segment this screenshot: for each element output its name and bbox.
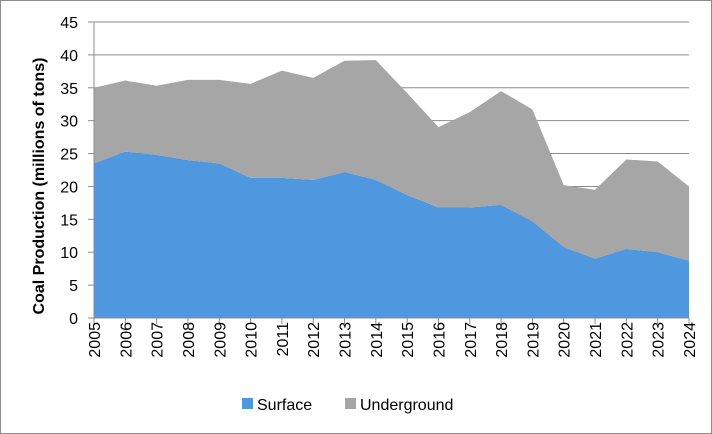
legend-label: Surface bbox=[257, 397, 312, 414]
y-tick-labels: 0 5 10 15 20 25 30 35 40 45 bbox=[60, 15, 78, 328]
legend-item-surface: Surface bbox=[242, 397, 312, 414]
x-tick-label: 2011 bbox=[275, 322, 292, 357]
legend: Surface Underground bbox=[242, 397, 453, 414]
legend-swatch bbox=[345, 398, 356, 409]
x-tick-label: 2016 bbox=[431, 322, 448, 358]
x-tick-label: 2015 bbox=[400, 322, 417, 358]
axes bbox=[88, 21, 690, 324]
x-tick-label: 2017 bbox=[463, 322, 480, 358]
area-series bbox=[94, 60, 689, 318]
x-tick-label: 2006 bbox=[118, 322, 135, 358]
y-tick-label: 0 bbox=[69, 311, 78, 328]
x-tick-label: 2007 bbox=[150, 322, 167, 358]
y-axis-label: Coal Production (millions of tons) bbox=[31, 58, 48, 315]
x-tick-label: 2012 bbox=[306, 322, 323, 358]
x-tick-label: 2024 bbox=[682, 322, 699, 358]
legend-item-underground: Underground bbox=[345, 397, 453, 414]
x-tick-label: 2014 bbox=[369, 322, 386, 358]
y-tick-label: 40 bbox=[60, 48, 78, 65]
x-tick-label: 2019 bbox=[525, 322, 542, 358]
y-tick-label: 45 bbox=[60, 15, 78, 32]
x-tick-label: 2005 bbox=[87, 322, 104, 358]
x-tick-label: 2022 bbox=[619, 322, 636, 358]
y-tick-label: 35 bbox=[60, 81, 78, 98]
x-tick-label: 2020 bbox=[557, 322, 574, 358]
x-tick-label: 2010 bbox=[244, 322, 261, 358]
x-tick-label: 2009 bbox=[212, 322, 229, 358]
x-tick-label: 2021 bbox=[588, 322, 605, 358]
area-surface bbox=[94, 151, 689, 318]
x-tick-label: 2013 bbox=[338, 322, 355, 358]
y-tick-label: 15 bbox=[60, 212, 78, 229]
x-tick-label: 2008 bbox=[181, 322, 198, 358]
y-tick-label: 25 bbox=[60, 147, 78, 164]
area-underground bbox=[94, 60, 689, 261]
y-tick-label: 10 bbox=[60, 245, 78, 262]
legend-swatch bbox=[242, 398, 253, 409]
x-tick-labels: 2005 2006 2007 2008 2009 2010 2011 2012 2013 2014… bbox=[87, 322, 699, 358]
y-tick-label: 5 bbox=[69, 278, 78, 295]
y-tick-label: 20 bbox=[60, 179, 78, 196]
y-tick-label: 30 bbox=[60, 114, 78, 131]
legend-label: Underground bbox=[360, 397, 453, 414]
x-tick-label: 2018 bbox=[494, 322, 511, 358]
x-tick-label: 2023 bbox=[651, 322, 668, 358]
